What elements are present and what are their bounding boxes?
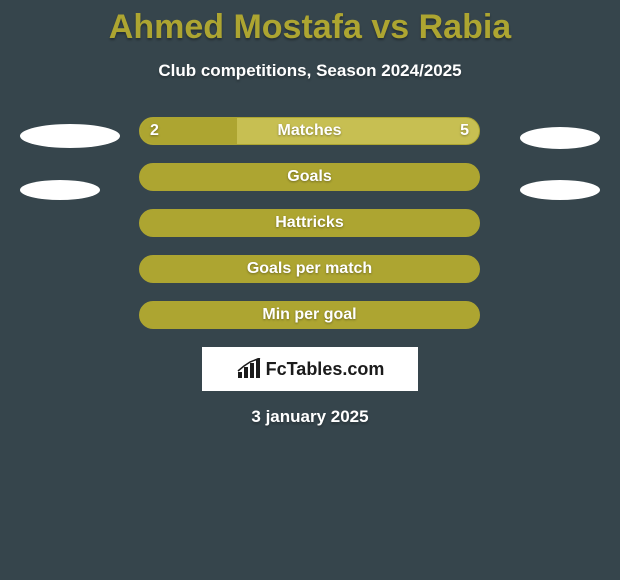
bar-track <box>139 301 480 329</box>
value-left: 2 <box>150 117 159 145</box>
stat-row: Min per goal <box>0 301 620 329</box>
bar-track <box>139 163 480 191</box>
player-marker-left <box>20 124 120 148</box>
bar-track <box>139 117 480 145</box>
player-marker-right <box>520 180 600 200</box>
snapshot-date: 3 january 2025 <box>0 407 620 427</box>
stat-rows: Matches25GoalsHattricksGoals per matchMi… <box>0 117 620 329</box>
page-title: Ahmed Mostafa vs Rabia <box>0 0 620 47</box>
brand-badge: FcTables.com <box>202 347 418 391</box>
page-subtitle: Club competitions, Season 2024/2025 <box>0 61 620 81</box>
value-right: 5 <box>460 117 469 145</box>
player-marker-left <box>20 180 100 200</box>
bars-icon <box>236 358 262 380</box>
stat-row: Hattricks <box>0 209 620 237</box>
comparison-infographic: Ahmed Mostafa vs Rabia Club competitions… <box>0 0 620 580</box>
bar-track <box>139 209 480 237</box>
stat-row: Goals per match <box>0 255 620 283</box>
player-marker-right <box>520 127 600 149</box>
brand-text: FcTables.com <box>266 359 385 380</box>
bar-track <box>139 255 480 283</box>
